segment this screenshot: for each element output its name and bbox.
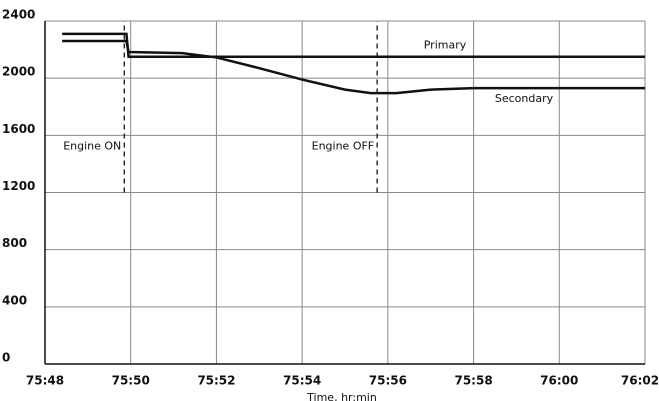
series-label: Secondary [495, 92, 554, 105]
x-axis-label: Time, hr:min [306, 391, 377, 401]
x-tick-label: 76:02 [621, 374, 659, 388]
x-tick-label: 75:50 [112, 374, 150, 388]
line [62, 39, 645, 95]
y-tick-label: 400 [2, 293, 27, 307]
annotation: Engine OFF [312, 139, 375, 152]
annotation: Engine ON [63, 139, 121, 152]
y-tick-label: 1200 [2, 179, 35, 193]
y-tick-label: 1600 [2, 122, 35, 136]
series-label: Primary [424, 39, 467, 52]
x-tick-label: 75:56 [369, 374, 407, 388]
x-tick-label: 76:00 [540, 374, 578, 388]
x-tick-label: 75:58 [454, 374, 492, 388]
y-tick-label: 2400 [2, 8, 35, 22]
x-tick-label: 75:52 [197, 374, 235, 388]
x-tick-label: 75:48 [26, 374, 64, 388]
y-tick-label: 2000 [2, 65, 35, 79]
y-tick-label: 0 [2, 351, 10, 365]
y-tick-label: 800 [2, 236, 27, 250]
x-tick-label: 75:54 [283, 374, 321, 388]
